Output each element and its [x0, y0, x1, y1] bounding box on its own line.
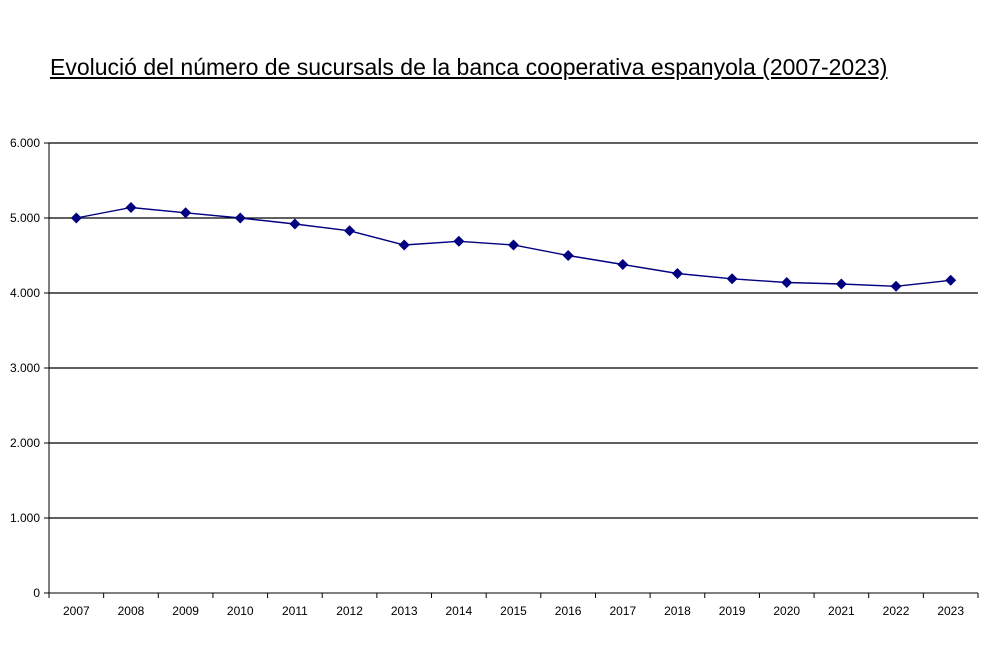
y-tick-label: 4.000	[10, 286, 40, 300]
data-point	[398, 239, 410, 251]
y-tick-label: 1.000	[10, 511, 40, 525]
data-point	[835, 278, 847, 290]
data-point	[180, 207, 192, 219]
x-tick-label: 2007	[63, 604, 90, 618]
data-point	[726, 273, 738, 285]
x-tick-label: 2008	[118, 604, 145, 618]
x-tick-label: 2021	[828, 604, 855, 618]
x-tick-label: 2009	[172, 604, 199, 618]
y-tick-label: 3.000	[10, 361, 40, 375]
data-point	[781, 277, 793, 288]
gridlines	[49, 142, 978, 519]
x-tick-label: 2018	[664, 604, 691, 618]
x-tick-label: 2011	[282, 604, 308, 618]
y-tick-label: 6.000	[10, 136, 40, 150]
x-tick-label: 2015	[500, 604, 527, 618]
x-tick-labels: 2007 2008 2009 2010 2011 2012 2013 2014 2015 2016…	[63, 604, 964, 618]
x-tick-label: 2020	[773, 604, 800, 618]
data-point	[617, 259, 629, 270]
data-point	[70, 212, 82, 224]
y-tick-label: 2.000	[10, 436, 40, 450]
x-tick-label: 2019	[719, 604, 746, 618]
x-tick-label: 2016	[555, 604, 582, 618]
y-tick-label: 0	[33, 586, 40, 600]
y-tick-labels: 0 1.000 2.000 3.000 4.000 5.000 6.000	[10, 136, 40, 600]
y-tick-label: 5.000	[10, 211, 40, 225]
x-tick-label: 2010	[227, 604, 254, 618]
x-tick-label: 2022	[883, 604, 910, 618]
data-point	[125, 202, 137, 213]
data-point	[289, 218, 301, 230]
x-tick-label: 2012	[336, 604, 363, 618]
data-point	[453, 235, 465, 247]
data-point	[890, 280, 902, 292]
data-point	[671, 268, 683, 279]
data-point	[344, 225, 356, 237]
data-point	[508, 239, 519, 251]
data-point	[945, 274, 957, 286]
data-point	[234, 212, 246, 224]
x-tick-label: 2013	[391, 604, 418, 618]
x-tick-label: 2014	[446, 604, 473, 618]
axes	[44, 142, 979, 598]
x-tick-label: 2023	[937, 604, 964, 618]
chart-title: Evolució del número de sucursals de la b…	[50, 54, 888, 80]
data-point	[562, 250, 574, 261]
series	[70, 202, 957, 292]
x-tick-label: 2017	[609, 604, 636, 618]
